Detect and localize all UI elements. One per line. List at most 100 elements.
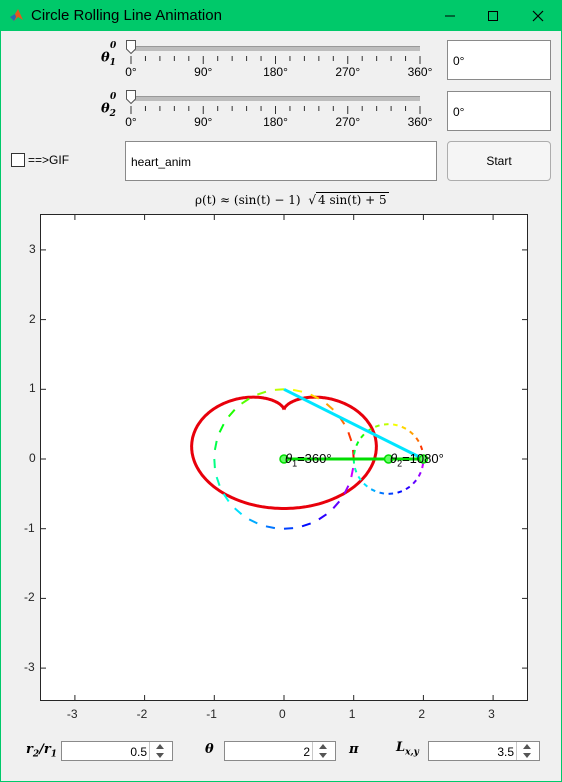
fixed-circle-dash: [332, 500, 341, 509]
y-tick-label: 2: [29, 311, 36, 326]
length-value: 3.5: [497, 745, 514, 759]
length-spinner[interactable]: [516, 742, 539, 760]
theta-label: θ: [205, 742, 214, 757]
fixed-circle-dash: [318, 513, 327, 521]
theta-value: 2: [303, 745, 310, 759]
length-label: Lx,y: [396, 740, 419, 758]
theta1-slider-thumb[interactable]: [126, 40, 136, 54]
pi-label: π: [349, 742, 359, 757]
length-field[interactable]: 3.5: [428, 741, 540, 761]
rolling-circle-dash: [353, 449, 356, 455]
radius-ratio-value: 0.5: [130, 745, 147, 759]
fixed-circle-dash: [227, 409, 236, 418]
plot-title-rho: ρ(t) ≈ (sin(t) − 1): [195, 193, 301, 207]
matlab-icon: [10, 9, 23, 21]
connector-line: [283, 387, 425, 461]
fixed-circle-dash: [234, 507, 243, 516]
sqrt-symbol: √ 4 sin(t) + 5: [308, 192, 389, 207]
y-tick-label: 1: [29, 381, 36, 396]
title-bar: Circle Rolling Line Animation: [0, 0, 562, 31]
slider-tick-label: 0°: [125, 115, 137, 129]
fixed-circle-dash: [265, 525, 276, 530]
gif-filename-input[interactable]: heart_anim: [125, 141, 437, 181]
rolling-circle-dash: [355, 441, 360, 447]
slider-tick-label: 180°: [263, 115, 288, 129]
rolling-circle-dash: [401, 425, 407, 430]
rolling-circle-dash: [363, 482, 368, 488]
x-tick-label: 0: [279, 707, 286, 721]
slider-tick-label: 90°: [194, 115, 213, 129]
rolling-circle-dash: [397, 490, 403, 494]
pivot-point: [383, 454, 394, 464]
theta1-slider-track[interactable]: [131, 46, 420, 51]
gif-checkbox-label: ==>GIF: [28, 153, 70, 167]
gif-checkbox[interactable]: [11, 153, 25, 167]
radius-ratio-field[interactable]: 0.5: [61, 741, 173, 761]
fixed-circle-dash: [283, 527, 294, 530]
fixed-circle-dash: [248, 518, 258, 525]
fixed-circle-dash: [310, 393, 320, 400]
theta1-annotation-text: =360°: [297, 451, 332, 466]
fixed-circle-dash: [350, 467, 355, 478]
rolling-circle-dash: [374, 424, 380, 428]
plot-axes[interactable]: θ1=360° θ2=1080°: [40, 214, 528, 701]
y-tick-label: 0: [29, 451, 36, 465]
rolling-circle-dash: [421, 463, 425, 469]
maximize-button[interactable]: [470, 0, 515, 31]
fixed-circle-dash: [241, 397, 250, 405]
start-button[interactable]: Start: [447, 141, 551, 181]
fixed-circle-dash: [257, 390, 267, 396]
slider-tick-label: 180°: [263, 65, 288, 79]
fixed-circle-dash: [218, 423, 225, 433]
fixed-circle-dash: [274, 388, 285, 391]
rolling-circle-dash: [417, 471, 422, 477]
close-icon: [532, 10, 543, 21]
rolling-circle-dash: [357, 475, 362, 481]
theta2-annotation-text: =1080°: [402, 451, 444, 466]
theta-spinner[interactable]: [312, 742, 335, 760]
x-tick-label: -1: [206, 707, 217, 721]
theta1-value-field[interactable]: 0°: [447, 40, 551, 80]
rolling-circle-dash: [392, 423, 398, 427]
rolling-circle-dash: [353, 467, 358, 473]
slider-tick-label: 360°: [407, 65, 433, 79]
length-label-l: L: [396, 740, 406, 755]
maximize-icon: [487, 10, 498, 21]
length-label-sub: x,y: [405, 747, 419, 758]
minimize-button[interactable]: [427, 0, 472, 31]
rolling-circle-dash: [405, 485, 411, 491]
theta1-slider-ticks: [130, 56, 421, 64]
x-tick-label: -2: [136, 707, 148, 721]
theta2-slider-track[interactable]: [131, 96, 420, 101]
radius-ratio-slash: /: [39, 742, 44, 757]
close-button[interactable]: [515, 0, 560, 31]
rolling-circle-dash: [415, 437, 420, 443]
fixed-circle-dash: [347, 432, 353, 442]
heart-curve: [190, 395, 378, 510]
theta2-slider-ticks: [130, 106, 421, 114]
radius-ratio-spinner[interactable]: [149, 742, 172, 760]
fixed-circle-dash: [213, 458, 216, 469]
fixed-circle-dash: [215, 476, 221, 486]
fixed-circle-dash: [222, 493, 230, 502]
radius-ratio-label: r2/r1: [26, 742, 57, 760]
window-title: Circle Rolling Line Animation: [31, 7, 222, 24]
y-tick-label: -1: [24, 520, 35, 535]
fixed-circle-dash: [343, 485, 350, 495]
rolling-circle-dash: [360, 433, 365, 439]
theta1-slider-label: θ10: [101, 41, 117, 68]
fixed-circle-dash: [352, 449, 355, 460]
theta1-annotation: θ1=360°: [285, 451, 332, 469]
x-tick-label: 1: [348, 707, 356, 721]
minimize-icon: [444, 15, 455, 16]
fixed-circle-dash: [325, 402, 334, 411]
theta2-slider-thumb[interactable]: [126, 90, 136, 104]
theta-field[interactable]: 2: [224, 741, 336, 761]
rolling-circle-dash: [409, 430, 414, 436]
theta2-value-field[interactable]: 0°: [447, 91, 551, 131]
theta2-annotation: θ2=1080°: [390, 451, 444, 469]
rolling-circle-dash: [370, 488, 376, 493]
y-tick-label: -3: [24, 660, 35, 675]
plot-title-sqrt: 4 sin(t) + 5: [316, 192, 389, 207]
plot-canvas: [41, 215, 527, 700]
